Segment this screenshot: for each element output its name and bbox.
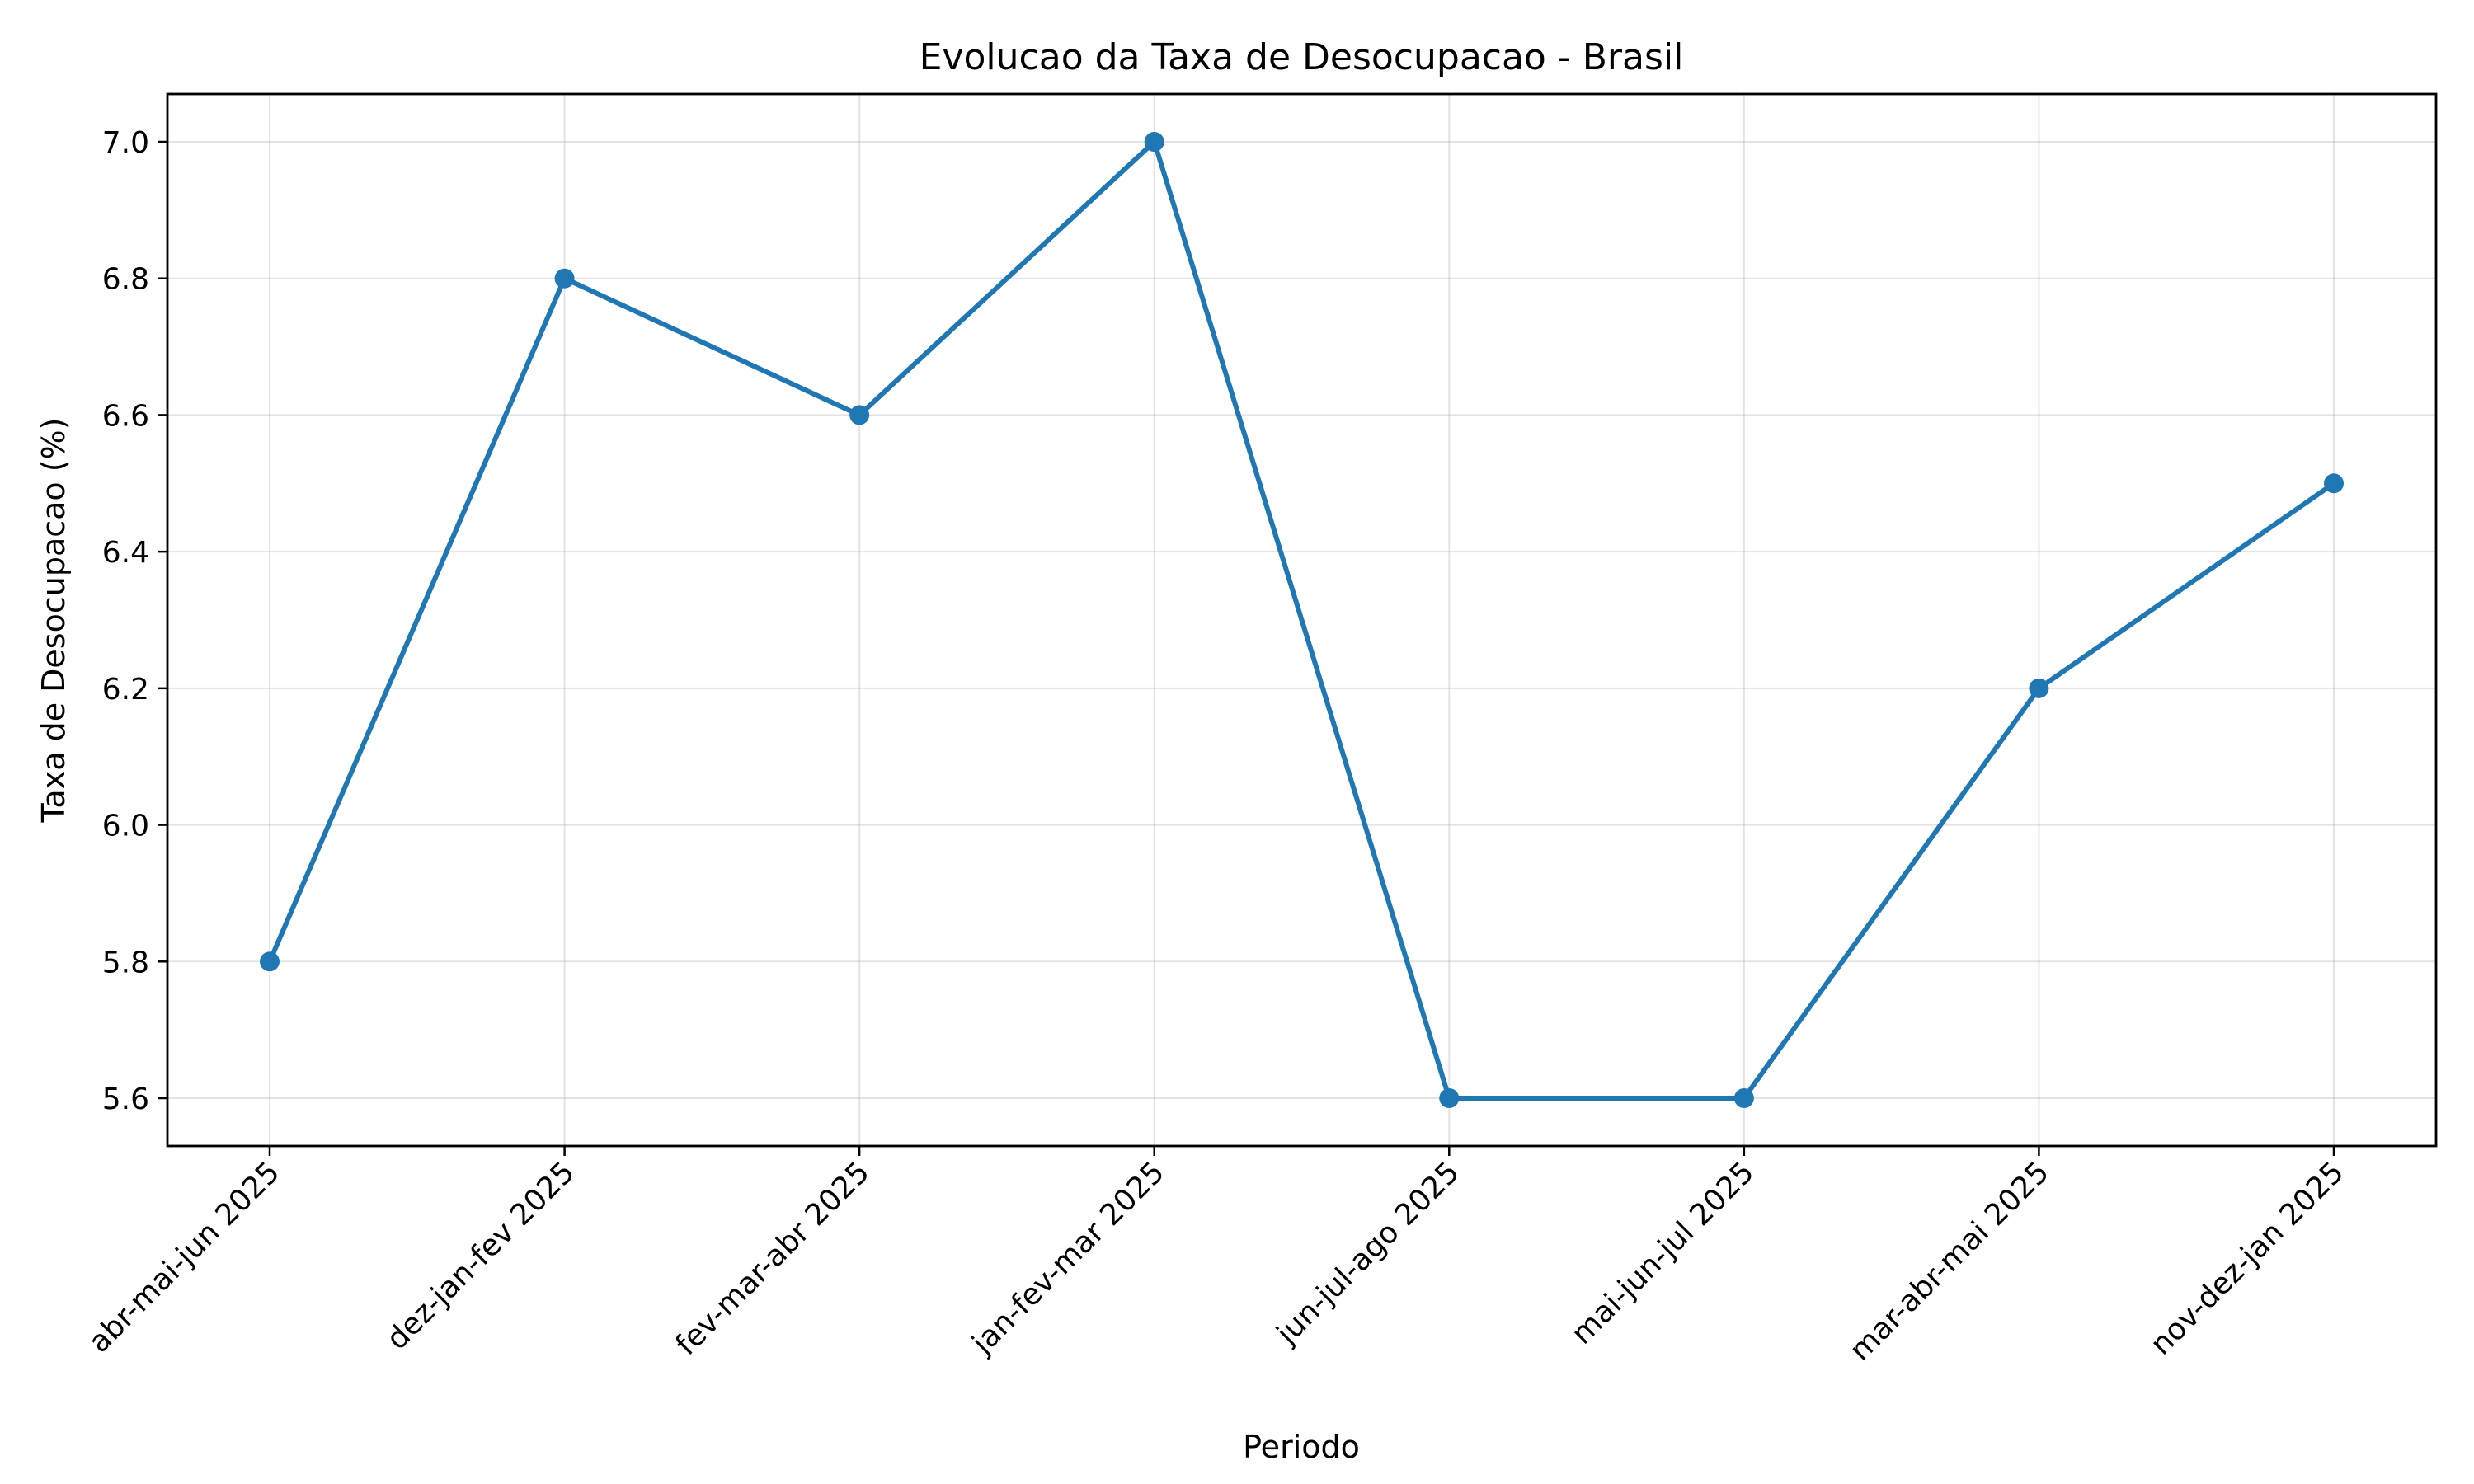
y-tick-label: 6.8 [102, 263, 149, 297]
y-tick-label: 7.0 [102, 126, 149, 160]
data-point [260, 951, 280, 972]
y-tick-label: 6.4 [102, 536, 149, 570]
series-layer [260, 132, 2344, 1108]
y-tick-layer: 5.6 5.8 6.0 6.2 6.4 6.6 6.8 7.0 [102, 126, 167, 1116]
y-tick-label: 5.6 [102, 1082, 149, 1116]
data-point [554, 268, 575, 289]
y-tick-label: 5.8 [102, 946, 149, 979]
chart-title: Evolucao da Taxa de Desocupacao - Brasil [920, 36, 1684, 78]
data-point [849, 405, 870, 425]
y-tick-label: 6.0 [102, 810, 149, 843]
y-axis-label: Taxa de Desocupacao (%) [35, 418, 72, 824]
data-point [1733, 1088, 1754, 1108]
plot-frame [166, 92, 2438, 1148]
y-tick-label: 6.6 [102, 399, 149, 433]
data-point [1144, 132, 1164, 152]
x-axis-label: Periodo [1243, 1429, 1360, 1465]
y-tick-label: 6.2 [102, 673, 149, 707]
data-point [2029, 678, 2049, 698]
grid-layer [167, 94, 2436, 1146]
series-line [267, 139, 2336, 1101]
data-point [1439, 1088, 1460, 1108]
data-point [2324, 473, 2344, 494]
